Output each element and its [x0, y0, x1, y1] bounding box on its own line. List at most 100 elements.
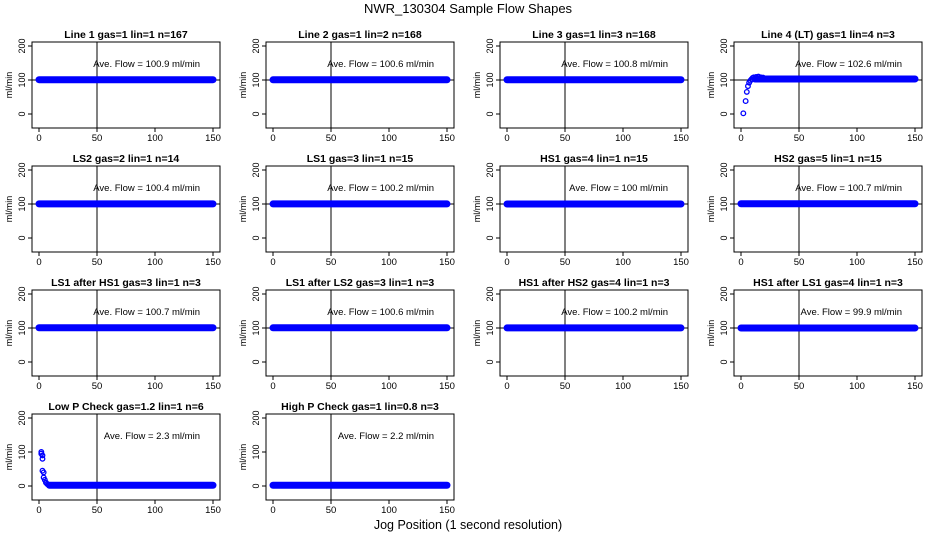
- panel-4: Line 4 (LT) gas=1 lin=4 n=3 0 50 100 150 0 100…: [706, 29, 923, 144]
- panel-3: Line 3 gas=1 lin=3 n=168 0 50 100 150 0 100 200…: [472, 29, 689, 144]
- y-tick-label: 200: [17, 162, 27, 177]
- x-tick-label: 50: [794, 133, 805, 144]
- x-tick-label: 150: [673, 257, 689, 268]
- x-tick-label: 150: [205, 133, 221, 144]
- panel-title: HS2 gas=5 lin=1 n=15: [774, 153, 882, 165]
- x-tick-label: 100: [381, 381, 397, 392]
- x-tick-label: 0: [504, 381, 509, 392]
- y-tick-label: 200: [719, 286, 729, 301]
- x-tick-label: 50: [560, 257, 571, 268]
- x-tick-label: 100: [147, 257, 163, 268]
- y-tick-label: 100: [17, 72, 27, 87]
- x-tick-label: 100: [381, 505, 397, 516]
- y-tick-label: 200: [17, 286, 27, 301]
- panel-6: LS1 gas=3 lin=1 n=15 0 50 100 150 0 100 200 ml/m…: [238, 153, 455, 268]
- plot-frame: [31, 413, 221, 501]
- y-tick-label: 200: [485, 38, 495, 53]
- ave-flow-annotation: Ave. Flow = 100.6 ml/min: [327, 59, 434, 70]
- x-tick-label: 50: [92, 381, 103, 392]
- x-tick-label: 0: [36, 381, 41, 392]
- y-tick-label: 200: [251, 38, 261, 53]
- panel-title: HS1 gas=4 lin=1 n=15: [540, 153, 648, 165]
- ave-flow-annotation: Ave. Flow = 100.7 ml/min: [795, 183, 902, 194]
- y-tick-label: 0: [485, 359, 495, 364]
- y-axis-label: ml/min: [706, 320, 716, 347]
- figure-title: NWR_130304 Sample Flow Shapes: [363, 1, 573, 16]
- ave-flow-annotation: Ave. Flow = 100.9 ml/min: [93, 59, 200, 70]
- y-tick-label: 100: [719, 320, 729, 335]
- x-tick-label: 100: [849, 381, 865, 392]
- y-tick-label: 200: [719, 38, 729, 53]
- panel-7: HS1 gas=4 lin=1 n=15 0 50 100 150 0 100 200 ml/m…: [472, 153, 689, 268]
- ave-flow-annotation: Ave. Flow = 2.2 ml/min: [338, 431, 434, 442]
- y-tick-label: 200: [17, 38, 27, 53]
- y-tick-label: 0: [719, 111, 729, 116]
- x-tick-label: 0: [36, 257, 41, 268]
- panel-title: High P Check gas=1 lin=0.8 n=3: [281, 401, 439, 413]
- x-tick-label: 0: [738, 133, 743, 144]
- y-axis-label: ml/min: [4, 444, 14, 471]
- data-point: [740, 110, 747, 117]
- x-tick-label: 150: [673, 133, 689, 144]
- x-tick-label: 100: [147, 133, 163, 144]
- x-tick-label: 150: [439, 133, 455, 144]
- x-tick-label: 50: [560, 381, 571, 392]
- y-tick-label: 200: [485, 162, 495, 177]
- panel-2: Line 2 gas=1 lin=2 n=168 0 50 100 150 0 100 200…: [238, 29, 455, 144]
- panel-5: LS2 gas=2 lin=1 n=14 0 50 100 150 0 100 200 ml/m…: [4, 153, 221, 268]
- x-tick-label: 0: [504, 257, 509, 268]
- y-tick-label: 200: [251, 162, 261, 177]
- x-tick-label: 0: [270, 505, 275, 516]
- y-axis-label: ml/min: [4, 196, 14, 223]
- y-tick-label: 0: [485, 111, 495, 116]
- x-tick-label: 100: [147, 381, 163, 392]
- y-tick-label: 100: [251, 196, 261, 211]
- panel-title: Line 3 gas=1 lin=3 n=168: [532, 29, 656, 41]
- panel-title: Line 2 gas=1 lin=2 n=168: [298, 29, 422, 41]
- plot-frame: [499, 165, 689, 253]
- plot-frame: [733, 289, 923, 377]
- data-point: [45, 481, 52, 488]
- panel-14: High P Check gas=1 lin=0.8 n=3 0 50 100 150 0…: [238, 401, 455, 516]
- ave-flow-annotation: Ave. Flow = 100.8 ml/min: [561, 59, 668, 70]
- panel-title: Line 1 gas=1 lin=1 n=167: [64, 29, 188, 41]
- y-tick-label: 100: [719, 72, 729, 87]
- x-tick-label: 0: [270, 133, 275, 144]
- x-tick-label: 50: [92, 505, 103, 516]
- x-tick-label: 100: [615, 381, 631, 392]
- panel-title: HS1 after HS2 gas=4 lin=1 n=3: [519, 277, 670, 289]
- x-tick-label: 100: [147, 505, 163, 516]
- y-tick-label: 200: [485, 286, 495, 301]
- panel-title: Line 4 (LT) gas=1 lin=4 n=3: [761, 29, 895, 41]
- panel-11: HS1 after HS2 gas=4 lin=1 n=3 0 50 100 150 0 1…: [472, 277, 689, 392]
- panel-title: Low P Check gas=1.2 lin=1 n=6: [48, 401, 203, 413]
- y-axis-label: ml/min: [238, 444, 248, 471]
- y-axis-label: ml/min: [4, 72, 14, 99]
- data-point: [743, 88, 750, 95]
- x-tick-label: 150: [907, 133, 923, 144]
- ave-flow-annotation: Ave. Flow = 100 ml/min: [569, 183, 668, 194]
- panel-title: HS1 after LS1 gas=4 lin=1 n=3: [753, 277, 903, 289]
- x-tick-label: 100: [849, 257, 865, 268]
- y-tick-label: 200: [251, 410, 261, 425]
- y-tick-label: 100: [251, 320, 261, 335]
- x-tick-label: 50: [794, 381, 805, 392]
- plot-frame: [31, 41, 221, 129]
- y-tick-label: 0: [17, 235, 27, 240]
- ave-flow-annotation: Ave. Flow = 102.6 ml/min: [795, 59, 902, 70]
- y-axis-label: ml/min: [238, 196, 248, 223]
- panel-1: Line 1 gas=1 lin=1 n=167 0 50 100 150 0 100 200…: [4, 29, 221, 144]
- y-axis-label: ml/min: [472, 320, 482, 347]
- ave-flow-annotation: Ave. Flow = 100.4 ml/min: [93, 183, 200, 194]
- y-tick-label: 0: [251, 235, 261, 240]
- panel-13: Low P Check gas=1.2 lin=1 n=6 0 50 100 150 0 1…: [4, 401, 221, 516]
- panel-title: LS1 gas=3 lin=1 n=15: [307, 153, 414, 165]
- plot-frame: [733, 165, 923, 253]
- x-tick-label: 100: [615, 257, 631, 268]
- x-tick-label: 0: [270, 257, 275, 268]
- data-point: [745, 83, 751, 90]
- y-axis-label: ml/min: [706, 72, 716, 99]
- panel-title: LS1 after LS2 gas=3 lin=1 n=3: [286, 277, 435, 289]
- x-tick-label: 50: [794, 257, 805, 268]
